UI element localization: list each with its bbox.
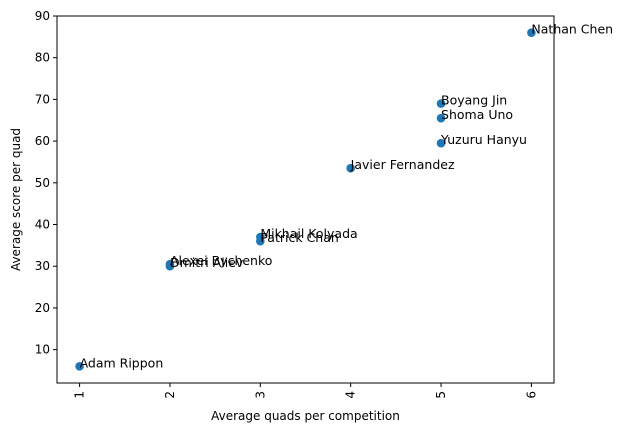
y-tick-label: 50 [35, 176, 50, 190]
y-tick-label: 70 [35, 92, 50, 106]
x-axis-label: Average quads per competition [211, 409, 400, 423]
point-label: Nathan Chen [531, 22, 613, 37]
data-point [75, 362, 84, 371]
y-tick-label: 90 [35, 9, 50, 23]
data-point [165, 261, 175, 271]
x-tick-label: 4 [344, 391, 358, 399]
data-point [346, 163, 355, 173]
point-label: Patrick Chan [260, 230, 338, 245]
x-tick-label: 1 [73, 391, 87, 399]
y-tick-label: 40 [35, 218, 50, 232]
data-point [256, 236, 265, 246]
y-tick-label: 10 [35, 343, 50, 357]
y-tick-label: 80 [35, 51, 50, 65]
marks-layer [75, 28, 536, 371]
x-tick-label: 6 [524, 391, 538, 399]
x-tick-label: 2 [163, 391, 177, 399]
point-label: Shoma Uno [441, 107, 513, 122]
y-tick-label: 60 [35, 134, 50, 148]
plot-frame [56, 15, 555, 384]
data-point [436, 99, 446, 108]
x-axis-ticks: 1 2 3 4 5 6 [73, 383, 538, 399]
data-point [527, 28, 536, 37]
point-label: Dmitri Aliev [170, 255, 244, 270]
point-label: Mikhail Kolyada [260, 226, 357, 241]
data-point [436, 113, 446, 123]
point-label: Javier Fernandez [350, 157, 455, 172]
x-tick-label: 3 [253, 391, 267, 399]
point-label: Boyang Jin [441, 93, 507, 108]
point-label: Alexei Bychenko [170, 253, 272, 268]
point-label: Yuzuru Hanyu [440, 132, 527, 147]
y-axis-ticks: 10 20 30 40 50 60 70 80 90 [35, 9, 57, 357]
x-tick-label: 5 [434, 391, 448, 399]
data-point [436, 138, 446, 148]
y-tick-label: 30 [35, 259, 50, 273]
y-axis-label: Average score per quad [9, 128, 23, 271]
y-tick-label: 20 [35, 301, 50, 315]
point-label: Adam Rippon [80, 355, 164, 370]
